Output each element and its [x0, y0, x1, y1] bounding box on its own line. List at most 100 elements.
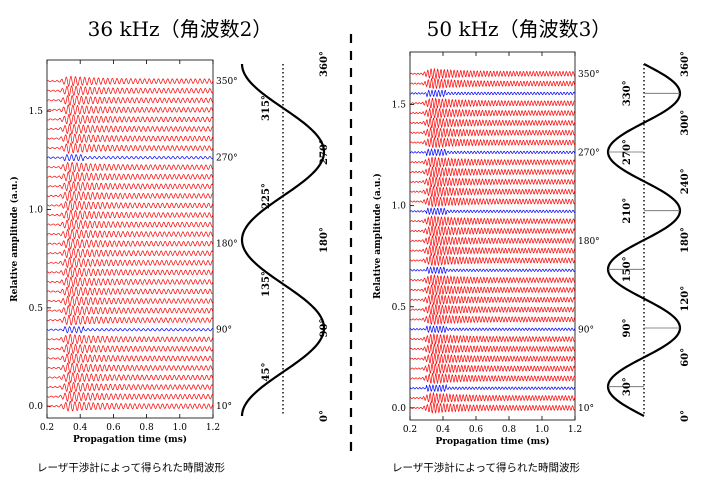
trace-line — [409, 401, 576, 414]
trace-line-node — [409, 266, 576, 275]
mode-angle-tick-label: 45° — [261, 363, 272, 382]
right-mode-shape: 30° 90° 150° 210° 270° 330° 0° 60° 120° 180° 240° 3… — [606, 51, 691, 422]
mode-angle-tick-label: 270° — [622, 139, 633, 165]
trace-line — [46, 161, 214, 173]
trace-line — [409, 136, 576, 149]
trace-line — [46, 238, 214, 250]
trace-line — [46, 304, 214, 317]
left-panel-title: 36 kHz（角波数2） — [88, 17, 273, 41]
trace-angle-label: 180° — [578, 237, 600, 247]
trace-line — [46, 85, 214, 97]
trace-line — [409, 126, 576, 139]
y-tick-label: 1.0 — [29, 205, 44, 215]
trace-line — [409, 362, 576, 375]
x-tick-label: 0.6 — [106, 423, 121, 433]
trace-line — [46, 142, 214, 155]
mode-angle-tick-label: 225° — [261, 183, 272, 209]
trace-line — [46, 181, 214, 192]
trace-line — [409, 107, 576, 119]
mode-angle-tick-label: 90° — [622, 319, 633, 338]
trace-line — [47, 401, 214, 412]
x-tick-label: 0.6 — [469, 425, 484, 435]
trace-line — [409, 156, 576, 169]
left-mode-shape: 45° 135° 225° 315° 0° 90° 180° 270° 360° — [240, 51, 330, 422]
trace-line — [409, 352, 576, 365]
y-tick-label: 0.0 — [392, 404, 407, 414]
mode-axis-label: 180° — [319, 227, 330, 253]
trace-angle-label: 90° — [578, 325, 594, 335]
x-tick-label: 0.2 — [403, 425, 417, 435]
trace-line-node — [409, 207, 576, 216]
trace-line — [409, 312, 576, 326]
trace-line — [46, 104, 214, 116]
trace-line-node — [409, 89, 576, 98]
trace-line — [46, 314, 214, 326]
x-tick-label: 1.0 — [173, 423, 188, 433]
trace-line — [46, 200, 214, 211]
y-tick-label: 1.0 — [392, 202, 407, 212]
trace-angle-label: 180° — [216, 240, 238, 250]
mode-axis-label: 60° — [680, 348, 691, 367]
mode-axis-label: 180° — [680, 227, 691, 253]
x-tick-label: 0.8 — [502, 425, 517, 435]
trace-line — [409, 97, 576, 110]
x-tick-label: 0.8 — [139, 423, 154, 433]
trace-line — [409, 254, 576, 267]
trace-line — [409, 332, 576, 346]
trace-line — [409, 225, 576, 237]
trace-line — [46, 267, 214, 278]
mode-axis-label: 300° — [680, 110, 691, 136]
mode-axis-label: 240° — [680, 168, 691, 194]
mode-angle-tick-label: 330° — [622, 80, 633, 106]
y-tick-label: 1.5 — [29, 107, 44, 117]
trace-line — [46, 123, 214, 135]
trace-line — [409, 185, 576, 198]
trace-angle-label: 270° — [216, 154, 238, 164]
trace-line-node — [46, 325, 214, 334]
y-tick-label: 1.5 — [392, 101, 407, 111]
trace-line — [46, 209, 214, 221]
y-tick-label: 0.0 — [29, 402, 44, 412]
trace-angle-label: 350° — [216, 77, 238, 87]
trace-line-node — [409, 148, 576, 157]
x-tick-label: 1.0 — [535, 425, 550, 435]
trace-line — [46, 228, 214, 240]
left-waveform-panel: 0.2 0.4 0.6 0.8 1.0 1.2 0.0 0.5 1.0 1.5 Propagatio… — [9, 59, 238, 445]
trace-line — [46, 75, 214, 88]
x-tick-label: 0.4 — [436, 425, 451, 435]
mode-angle-tick-label: 30° — [622, 377, 633, 396]
trace-line — [409, 342, 576, 355]
trace-line — [46, 362, 214, 374]
trace-line — [46, 343, 214, 355]
trace-line — [409, 283, 576, 296]
trace-line — [46, 94, 214, 106]
mode-angle-tick-label: 315° — [261, 95, 272, 121]
trace-line — [46, 171, 214, 183]
mode-axis-label: 90° — [319, 319, 330, 338]
trace-line — [46, 276, 214, 288]
x-axis-label: Propagation time (ms) — [73, 434, 187, 445]
trace-line — [46, 371, 214, 384]
x-tick-label: 0.2 — [40, 423, 54, 433]
mode-axis-label: 0° — [319, 410, 330, 422]
left-caption: レーザ干渉計によって得られた時間波形 — [37, 461, 225, 474]
mode-shape-curve — [240, 63, 326, 417]
trace-line — [46, 353, 214, 364]
trace-line — [46, 295, 214, 307]
mode-axis-label: 360° — [319, 51, 330, 77]
plot-frame — [409, 51, 576, 421]
trace-line — [46, 390, 214, 403]
trace-line-node — [409, 383, 576, 393]
mode-angle-tick-label: 150° — [622, 256, 633, 282]
y-tick-label: 0.5 — [392, 303, 407, 313]
trace-line — [409, 215, 576, 228]
mode-axis-label: 120° — [680, 286, 691, 312]
trace-angle-label: 90° — [216, 326, 232, 336]
plot-frame — [46, 59, 214, 419]
trace-line — [409, 67, 576, 80]
trace-line — [409, 372, 576, 385]
trace-line — [409, 293, 576, 306]
trace-line — [409, 303, 576, 316]
trace-line — [46, 114, 214, 125]
